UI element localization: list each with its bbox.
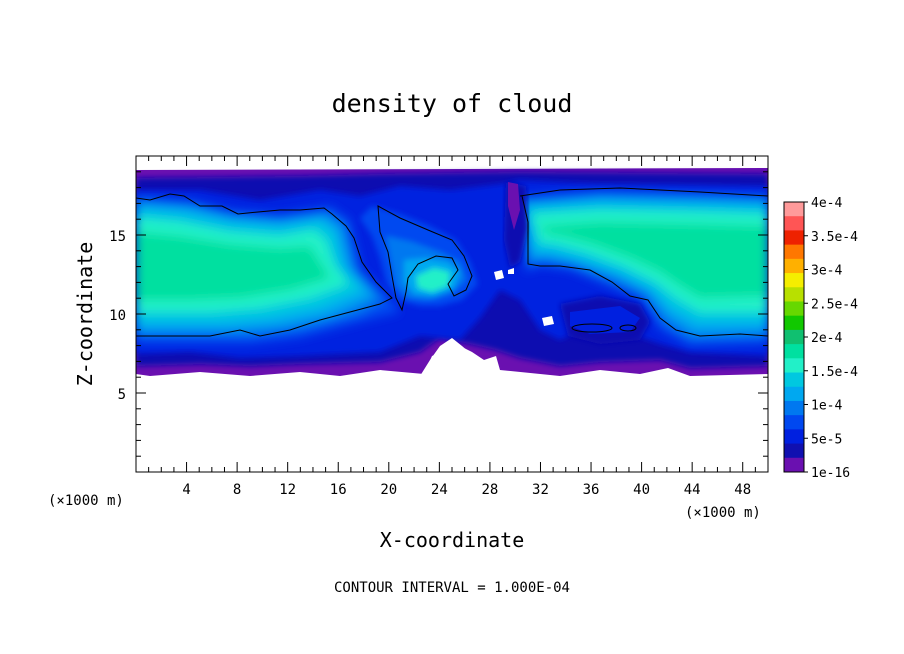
colorbar-label: 3e-4 (811, 264, 842, 279)
x-tick-label: 16 (330, 482, 347, 498)
colorbar-label: 3.5e-4 (811, 230, 858, 245)
colorbar: 4e-4 3.5e-4 3e-4 2.5e-4 2e-4 1.5e-4 1e-4 5e-5 1e… (783, 196, 858, 481)
x-tick-label: 36 (583, 482, 600, 498)
colorbar-swatch (784, 230, 804, 246)
y-tick-label: 15 (109, 229, 126, 245)
colorbar-label: 1e-16 (811, 466, 850, 481)
y-tick-label: 5 (118, 387, 126, 403)
colorbar-swatch (784, 457, 804, 473)
x-tick-label: 32 (532, 482, 549, 498)
colorbar-swatch (784, 244, 804, 260)
colorbar-swatch (784, 415, 804, 430)
y-axis-ticks: 5 10 15 (109, 155, 768, 473)
x-tick-label: 28 (481, 482, 498, 498)
y-tick-label: 10 (109, 308, 126, 324)
x-axis-label: X-coordinate (380, 528, 525, 552)
x-tick-label: 20 (380, 482, 397, 498)
x-tick-label: 24 (431, 482, 448, 498)
x-axis-ticks: 4 8 12 16 20 24 28 32 36 40 44 48 (135, 156, 769, 498)
colorbar-label: 2e-4 (811, 331, 842, 346)
colorbar-swatch (784, 372, 804, 388)
colorbar-swatch (784, 315, 804, 331)
x-tick-label: 48 (734, 482, 751, 498)
x-tick-label: 40 (633, 482, 650, 498)
colorbar-label: 1e-4 (811, 399, 842, 414)
colorbar-label: 2.5e-4 (811, 297, 858, 312)
colorbar-swatch (784, 301, 804, 317)
colorbar-swatch (784, 400, 804, 416)
colorbar-label: 1.5e-4 (811, 365, 858, 380)
contour-interval-text: CONTOUR INTERVAL = 1.000E-04 (334, 580, 570, 596)
chart-title: density of cloud (332, 89, 573, 118)
colorbar-swatch (784, 258, 804, 274)
colorbar-swatch (784, 329, 804, 345)
x-tick-label: 12 (279, 482, 296, 498)
x-tick-label: 8 (233, 482, 241, 498)
colorbar-swatch (784, 287, 804, 302)
colorbar-label: 5e-5 (811, 432, 842, 447)
colorbar-swatch (784, 202, 804, 217)
x-unit-label-right: (×1000 m) (685, 505, 761, 521)
y-axis-label: Z-coordinate (73, 242, 97, 387)
colorbar-swatch (784, 273, 804, 288)
cloud-density-field (136, 156, 768, 472)
colorbar-swatch (784, 358, 804, 374)
colorbar-label: 4e-4 (811, 196, 842, 211)
x-tick-label: 4 (182, 482, 190, 498)
colorbar-swatch (784, 386, 804, 402)
colorbar-swatch (784, 216, 804, 231)
colorbar-swatch (784, 443, 804, 459)
colorbar-swatch (784, 429, 804, 445)
x-tick-label: 44 (684, 482, 701, 498)
x-unit-label-left: (×1000 m) (48, 493, 124, 509)
colorbar-swatch (784, 344, 804, 359)
